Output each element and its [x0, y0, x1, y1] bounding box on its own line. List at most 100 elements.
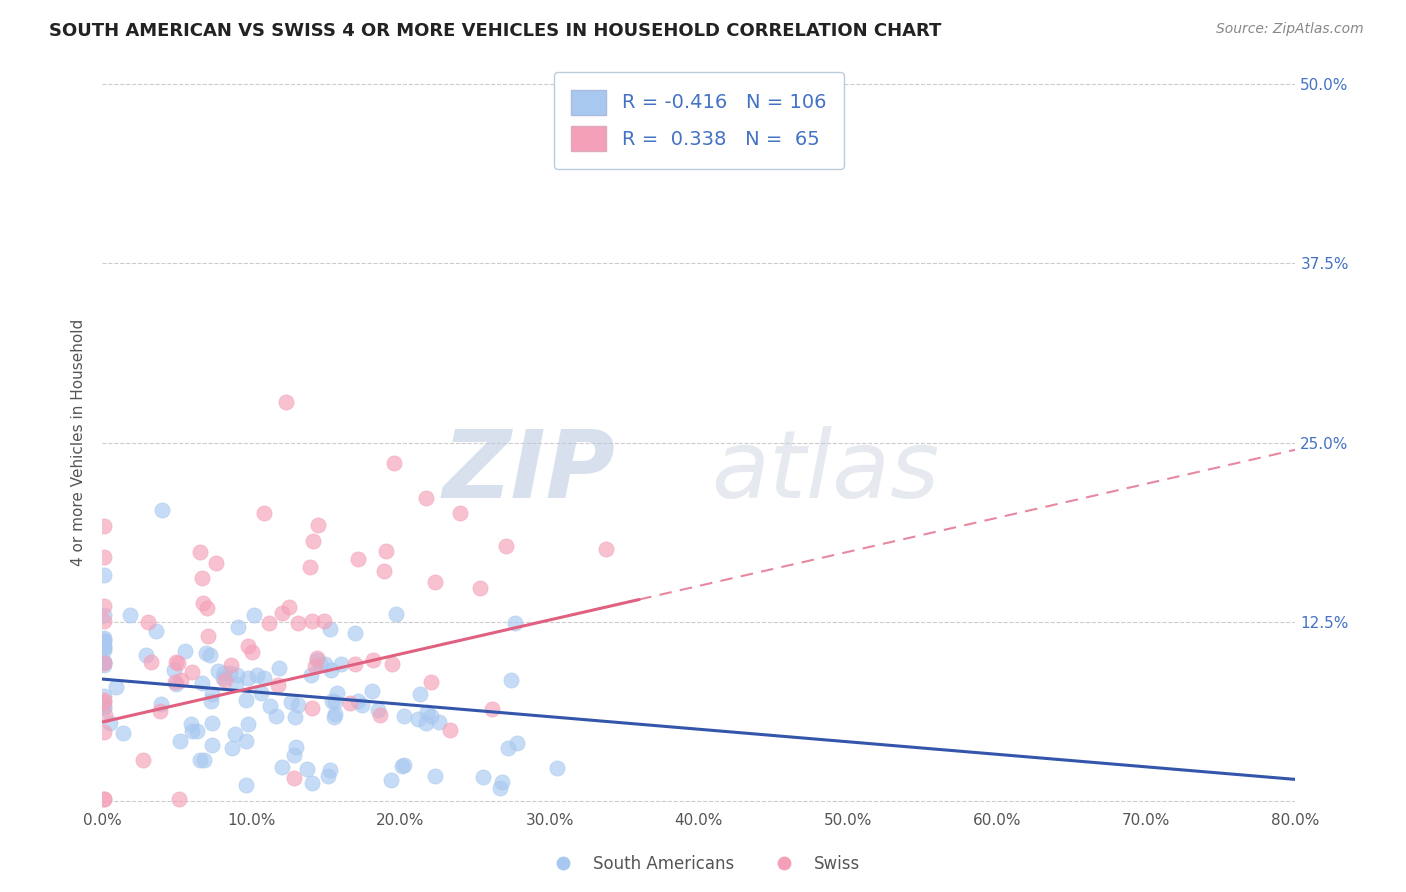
Point — [309, 657, 332, 672]
Point — [382, 456, 405, 470]
Point — [472, 770, 495, 784]
Point — [283, 771, 305, 785]
Text: SOUTH AMERICAN VS SWISS 4 OR MORE VEHICLES IN HOUSEHOLD CORRELATION CHART: SOUTH AMERICAN VS SWISS 4 OR MORE VEHICL… — [49, 22, 942, 40]
Point — [301, 701, 323, 715]
Point — [439, 723, 461, 738]
Point — [219, 665, 242, 680]
Point — [163, 664, 186, 678]
Point — [307, 517, 329, 532]
Point — [191, 571, 214, 585]
Point — [211, 672, 233, 686]
Point — [278, 599, 301, 614]
Point — [449, 506, 471, 520]
Point — [361, 653, 384, 667]
Point — [93, 599, 115, 614]
Point — [391, 759, 413, 773]
Point — [392, 758, 415, 772]
Point — [415, 491, 437, 505]
Point — [201, 739, 224, 753]
Point — [225, 676, 247, 690]
Point — [120, 608, 142, 623]
Text: Source: ZipAtlas.com: Source: ZipAtlas.com — [1216, 22, 1364, 37]
Point — [93, 698, 115, 713]
Point — [166, 677, 188, 691]
Point — [498, 741, 520, 756]
Point — [201, 687, 224, 701]
Point — [301, 615, 323, 629]
Point — [406, 712, 429, 726]
Point — [259, 699, 281, 714]
Point — [191, 676, 214, 690]
Point — [165, 656, 187, 670]
Point — [145, 624, 167, 638]
Point — [271, 606, 294, 620]
Point — [169, 792, 191, 806]
Point — [503, 616, 526, 631]
Point — [240, 645, 263, 659]
Point — [93, 634, 115, 648]
Point — [246, 668, 269, 682]
Point — [323, 710, 346, 724]
Point — [269, 661, 291, 675]
Point — [93, 656, 115, 670]
Point — [93, 700, 115, 714]
Point — [169, 734, 191, 748]
Point — [344, 657, 367, 672]
Point — [380, 772, 402, 787]
Point — [392, 709, 415, 723]
Point — [197, 629, 219, 643]
Point — [299, 667, 322, 681]
Point — [221, 740, 243, 755]
Point — [373, 564, 395, 578]
Point — [174, 643, 197, 657]
Point — [326, 686, 349, 700]
Text: atlas: atlas — [711, 426, 939, 517]
Point — [330, 657, 353, 672]
Point — [93, 550, 115, 565]
Point — [301, 776, 323, 790]
Point — [236, 717, 259, 731]
Point — [415, 716, 437, 731]
Point — [93, 519, 115, 533]
Point — [302, 534, 325, 549]
Point — [249, 686, 271, 700]
Point — [319, 663, 342, 677]
Point — [205, 557, 228, 571]
Point — [499, 673, 522, 687]
Point — [138, 615, 160, 630]
Point — [105, 680, 128, 694]
Legend: R = -0.416   N = 106, R =  0.338   N =  65: R = -0.416 N = 106, R = 0.338 N = 65 — [554, 72, 844, 169]
Point — [191, 596, 214, 610]
Point — [198, 648, 221, 663]
Point — [257, 616, 280, 631]
Point — [423, 575, 446, 590]
Point — [193, 753, 215, 767]
Point — [595, 541, 617, 556]
Point — [181, 665, 204, 680]
Point — [274, 395, 297, 409]
Legend: South Americans, Swiss: South Americans, Swiss — [540, 848, 866, 880]
Point — [312, 615, 335, 629]
Point — [361, 684, 384, 698]
Point — [305, 651, 328, 665]
Point — [93, 693, 115, 707]
Point — [225, 668, 247, 682]
Point — [132, 753, 155, 767]
Point — [346, 552, 368, 566]
Point — [409, 687, 432, 701]
Point — [368, 707, 391, 722]
Point — [316, 769, 339, 783]
Point — [170, 673, 193, 687]
Point — [98, 715, 121, 730]
Point — [93, 643, 115, 657]
Point — [298, 560, 321, 574]
Point — [195, 600, 218, 615]
Point — [186, 724, 208, 739]
Point — [295, 762, 318, 776]
Point — [344, 625, 367, 640]
Point — [93, 656, 115, 670]
Point — [236, 639, 259, 653]
Point — [546, 761, 568, 775]
Point — [212, 666, 235, 681]
Point — [235, 693, 257, 707]
